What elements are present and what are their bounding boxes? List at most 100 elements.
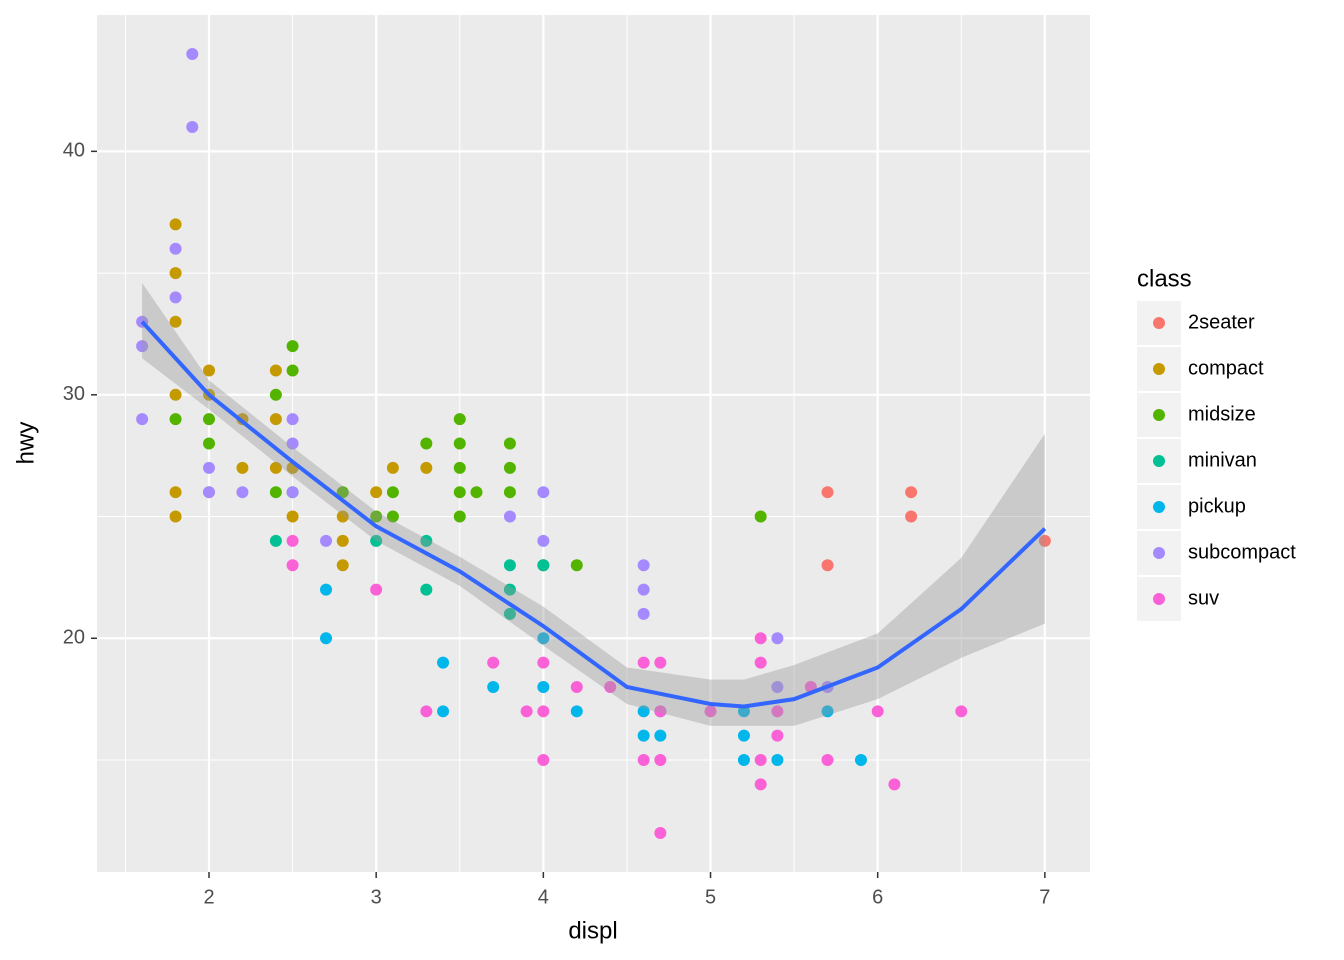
point: [537, 486, 550, 499]
legend-marker: [1153, 363, 1165, 375]
point: [503, 461, 516, 474]
point: [236, 486, 249, 499]
point: [286, 437, 299, 450]
point: [386, 510, 399, 523]
point: [136, 413, 149, 426]
point: [604, 680, 617, 693]
point: [420, 534, 433, 547]
point: [570, 559, 583, 572]
point: [386, 486, 399, 499]
point: [203, 364, 216, 377]
point: [269, 413, 282, 426]
legend-label: minivan: [1188, 449, 1257, 471]
point: [169, 413, 182, 426]
point: [754, 778, 767, 791]
point: [637, 583, 650, 596]
legend-label: subcompact: [1188, 541, 1296, 563]
point: [503, 437, 516, 450]
point: [286, 364, 299, 377]
point: [487, 680, 500, 693]
point: [771, 680, 784, 693]
point: [570, 705, 583, 718]
point: [453, 413, 466, 426]
panel: [97, 15, 1090, 872]
point: [420, 461, 433, 474]
point: [487, 656, 500, 669]
legend-label: compact: [1188, 357, 1264, 379]
point: [737, 705, 750, 718]
point: [771, 632, 784, 645]
point: [637, 559, 650, 572]
point: [336, 486, 349, 499]
point: [520, 705, 533, 718]
point: [754, 754, 767, 767]
point: [537, 705, 550, 718]
point: [386, 461, 399, 474]
x-tick-label: 3: [371, 886, 382, 908]
legend-title: class: [1137, 265, 1192, 292]
point: [453, 510, 466, 523]
point: [854, 754, 867, 767]
point: [453, 486, 466, 499]
point: [420, 583, 433, 596]
point: [654, 754, 667, 767]
point: [203, 413, 216, 426]
point: [503, 510, 516, 523]
point: [286, 340, 299, 353]
point: [654, 705, 667, 718]
smooth-line: [140, 320, 1047, 709]
point: [169, 291, 182, 304]
point: [169, 388, 182, 401]
point: [269, 461, 282, 474]
point: [1038, 534, 1051, 547]
point: [754, 632, 767, 645]
point: [269, 486, 282, 499]
point: [637, 729, 650, 742]
point: [654, 827, 667, 840]
x-tick-label: 2: [203, 886, 214, 908]
point: [336, 510, 349, 523]
point: [370, 510, 383, 523]
point: [420, 437, 433, 450]
x-tick-label: 4: [538, 886, 549, 908]
point: [286, 510, 299, 523]
legend-label: pickup: [1188, 495, 1246, 517]
point: [537, 680, 550, 693]
point: [453, 437, 466, 450]
legend-label: 2seater: [1188, 311, 1255, 333]
legend-marker: [1153, 547, 1165, 559]
legend-label: suv: [1188, 587, 1219, 609]
x-tick-label: 5: [705, 886, 716, 908]
point: [269, 534, 282, 547]
point: [821, 754, 834, 767]
point: [169, 267, 182, 280]
point: [269, 364, 282, 377]
point: [821, 705, 834, 718]
point: [871, 705, 884, 718]
point: [704, 705, 717, 718]
point: [169, 242, 182, 255]
point: [320, 583, 333, 596]
point: [286, 559, 299, 572]
point: [286, 486, 299, 499]
point: [654, 729, 667, 742]
point: [320, 632, 333, 645]
point: [905, 510, 918, 523]
legend-marker: [1153, 593, 1165, 605]
point: [537, 754, 550, 767]
point: [637, 656, 650, 669]
y-tick-label: 30: [63, 383, 85, 405]
point: [370, 583, 383, 596]
legend-marker: [1153, 317, 1165, 329]
point: [503, 583, 516, 596]
point: [570, 680, 583, 693]
point: [537, 559, 550, 572]
point: [203, 437, 216, 450]
point: [420, 705, 433, 718]
x-tick-label: 6: [872, 886, 883, 908]
legend-marker: [1153, 455, 1165, 467]
point: [203, 486, 216, 499]
point: [269, 388, 282, 401]
point: [186, 120, 199, 133]
point: [169, 315, 182, 328]
